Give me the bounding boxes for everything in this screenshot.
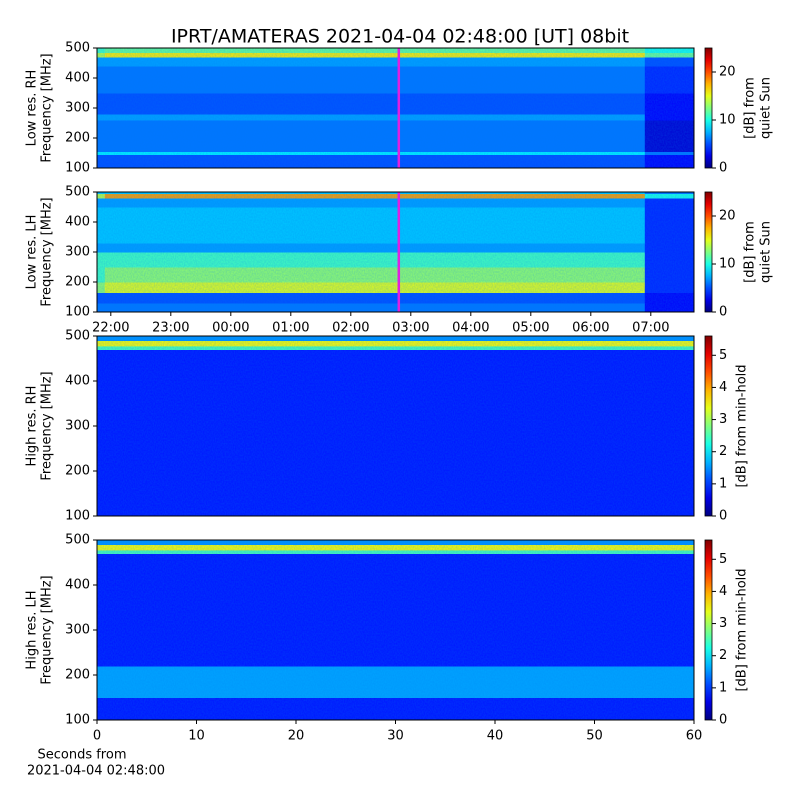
- colorbar-tick-label: 5: [719, 348, 727, 363]
- y-tick-label: 500: [65, 41, 90, 56]
- colorbar-tick-label: 10: [719, 257, 736, 272]
- noise-texture: [97, 192, 694, 312]
- y-tick-label: 300: [65, 419, 90, 434]
- colorbar-tick-label: 1: [719, 680, 727, 695]
- x-axis-label: 2021-04-04 02:48:00: [27, 764, 165, 779]
- x-axis-label: Seconds from: [37, 748, 126, 763]
- y-tick-label: 300: [65, 101, 90, 116]
- colorbar-label: [dB] from: [743, 77, 758, 139]
- colorbar: [704, 335, 713, 517]
- y-axis-label: Frequency [MHz]: [40, 53, 55, 162]
- y-tick-label: 300: [65, 623, 90, 638]
- noise-texture: [97, 336, 694, 516]
- colorbar-label: [dB] from: [743, 221, 758, 283]
- heatmap: [97, 48, 694, 168]
- colorbar-tick-label: 0: [719, 161, 727, 176]
- colorbar-tick-label: 2: [719, 648, 727, 663]
- y-tick-label: 500: [65, 185, 90, 200]
- y-tick-label: 200: [65, 131, 90, 146]
- colorbar-label: quiet Sun: [759, 77, 774, 139]
- x-tick-label: 0: [93, 729, 101, 744]
- colorbar-tick-label: 1: [719, 476, 727, 491]
- y-tick-label: 200: [65, 464, 90, 479]
- x-tick-label: 07:00: [632, 321, 669, 336]
- x-tick-label: 05:00: [512, 321, 549, 336]
- x-tick-label: 03:00: [392, 321, 429, 336]
- colorbar: [704, 539, 713, 721]
- colorbar-tick-label: 4: [719, 584, 727, 599]
- x-tick-label: 06:00: [572, 321, 609, 336]
- y-tick-label: 300: [65, 245, 90, 260]
- heatmap: [97, 540, 694, 720]
- y-tick-label: 100: [65, 713, 90, 728]
- x-tick-label: 30: [387, 729, 404, 744]
- colorbar-tick-label: 5: [719, 552, 727, 567]
- y-tick-label: 400: [65, 71, 90, 86]
- colorbar-tick-label: 0: [719, 713, 727, 728]
- x-tick-label: 20: [288, 729, 305, 744]
- x-tick-label: 22:00: [92, 321, 129, 336]
- colorbar-tick-label: 4: [719, 380, 727, 395]
- y-axis-label: High res. LH: [25, 590, 40, 669]
- colorbar: [704, 47, 713, 169]
- y-axis-label: Low res. RH: [25, 70, 40, 147]
- y-axis-label: High res. RH: [25, 386, 40, 467]
- x-tick-label: 01:00: [272, 321, 309, 336]
- y-axis-label: Frequency [MHz]: [40, 197, 55, 306]
- colorbar: [704, 191, 713, 313]
- colorbar-tick-label: 0: [719, 305, 727, 320]
- colorbar-tick-label: 20: [719, 209, 736, 224]
- y-tick-label: 200: [65, 668, 90, 683]
- y-axis-label: Low res. LH: [25, 215, 40, 290]
- colorbar-tick-label: 2: [719, 444, 727, 459]
- y-tick-label: 400: [65, 215, 90, 230]
- y-tick-label: 100: [65, 509, 90, 524]
- x-tick-label: 00:00: [212, 321, 249, 336]
- y-tick-label: 500: [65, 533, 90, 548]
- y-axis-label: Frequency [MHz]: [40, 575, 55, 684]
- y-tick-label: 200: [65, 275, 90, 290]
- colorbar-tick-label: 20: [719, 65, 736, 80]
- x-tick-label: 04:00: [452, 321, 489, 336]
- x-tick-label: 10: [188, 729, 205, 744]
- figure-title: IPRT/AMATERAS 2021-04-04 02:48:00 [UT] 0…: [171, 26, 629, 48]
- y-tick-label: 400: [65, 578, 90, 593]
- x-tick-label: 50: [586, 729, 603, 744]
- y-axis-label: Frequency [MHz]: [40, 371, 55, 480]
- y-tick-label: 500: [65, 329, 90, 344]
- x-tick-label: 60: [686, 729, 703, 744]
- colorbar-tick-label: 3: [719, 616, 727, 631]
- colorbar-label: quiet Sun: [759, 221, 774, 283]
- heatmap: [97, 336, 694, 516]
- colorbar-label: [dB] from min-hold: [735, 364, 750, 487]
- x-tick-label: 02:00: [332, 321, 369, 336]
- x-tick-label: 23:00: [152, 321, 189, 336]
- y-tick-label: 100: [65, 305, 90, 320]
- colorbar-tick-label: 3: [719, 412, 727, 427]
- y-tick-label: 100: [65, 161, 90, 176]
- x-tick-label: 40: [487, 729, 504, 744]
- noise-texture: [97, 540, 694, 720]
- noise-texture: [97, 48, 694, 168]
- heatmap: [97, 192, 694, 312]
- y-tick-label: 400: [65, 374, 90, 389]
- colorbar-tick-label: 10: [719, 113, 736, 128]
- colorbar-tick-label: 0: [719, 509, 727, 524]
- colorbar-label: [dB] from min-hold: [735, 568, 750, 691]
